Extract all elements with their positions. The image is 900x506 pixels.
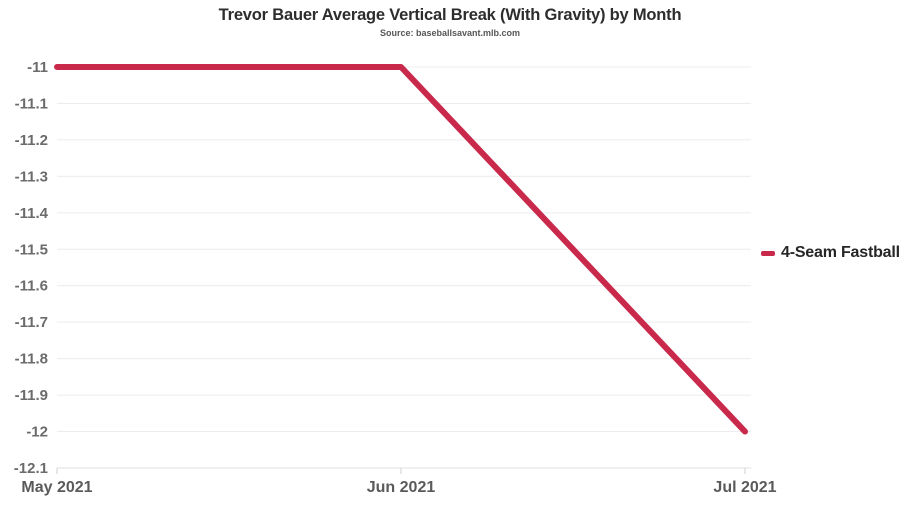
x-axis-tick-label: Jun 2021 xyxy=(367,479,436,496)
y-axis-tick-label: -11.3 xyxy=(15,168,48,185)
chart-title: Trevor Bauer Average Vertical Break (Wit… xyxy=(218,6,682,24)
y-axis-tick-label: -11 xyxy=(27,59,48,76)
y-axis-tick-label: -11.5 xyxy=(15,241,48,258)
y-axis-tick-label: -11.7 xyxy=(15,314,48,331)
y-axis-tick-label: -11.8 xyxy=(15,351,48,368)
x-axis-tick-label: May 2021 xyxy=(21,479,92,496)
chart-subtitle: Source: baseballsavant.mlb.com xyxy=(379,28,521,38)
y-axis-tick-label: -11.4 xyxy=(15,205,49,222)
y-axis-tick-label: -11.2 xyxy=(15,132,48,149)
legend-line-marker xyxy=(761,250,775,256)
y-axis-tick-label: -12 xyxy=(26,424,48,441)
y-axis-tick-label: -11.6 xyxy=(15,278,48,295)
x-axis-tick-label: Jul 2021 xyxy=(713,479,776,496)
y-axis-tick-label: -12.1 xyxy=(14,460,48,477)
series-line-4-seam-fastball xyxy=(54,64,748,435)
legend: 4-Seam Fastball xyxy=(761,244,900,262)
legend-series-label: 4-Seam Fastball xyxy=(781,244,900,261)
y-axis-tick-label: -11.9 xyxy=(15,387,48,404)
y-axis-tick-label: -11.1 xyxy=(15,95,48,112)
